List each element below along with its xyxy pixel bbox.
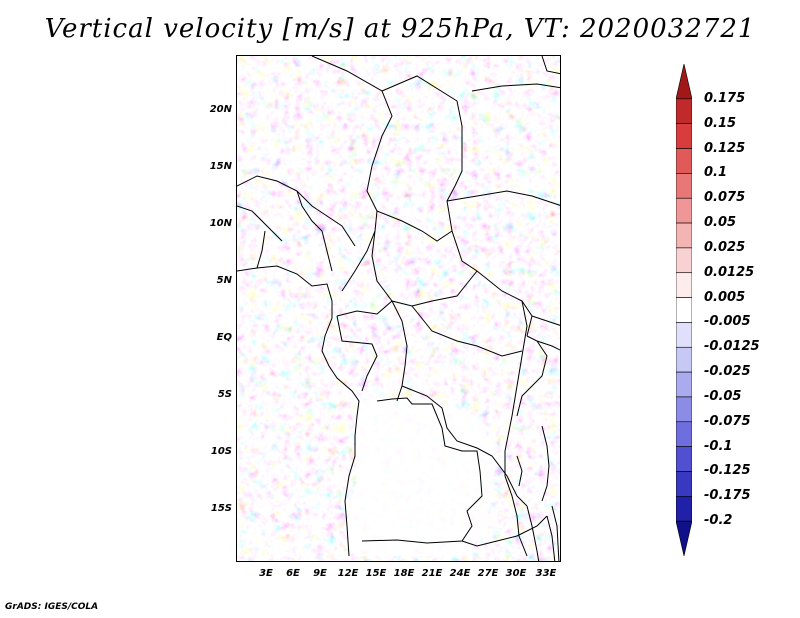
colorbar-segment — [676, 123, 692, 149]
map-panel — [236, 55, 561, 562]
longitude-label: 3E — [259, 568, 273, 579]
map-title: Vertical velocity [m/s] at 925hPa, VT: 2… — [44, 14, 756, 44]
colorbar-segment — [676, 148, 692, 174]
colorbar-segment — [676, 371, 692, 398]
latitude-label: 15S — [210, 503, 232, 514]
longitude-label: 18E — [393, 568, 415, 579]
longitude-label: 6E — [286, 568, 300, 579]
colorbar-segment — [676, 272, 692, 298]
colorbar-label: 0.175 — [704, 90, 746, 106]
colorbar-label: -0.175 — [704, 488, 751, 504]
longitude-label: 27E — [477, 568, 499, 579]
colorbar — [676, 64, 692, 556]
latitude-label: 15N — [209, 161, 232, 172]
grads-credit: GrADS: IGES/COLA — [5, 602, 99, 612]
longitude-label: 15E — [365, 568, 387, 579]
colorbar-segment — [676, 446, 692, 472]
longitude-label: 21E — [421, 568, 443, 579]
colorbar-segment — [676, 520, 692, 556]
longitude-label: 24E — [449, 568, 471, 579]
colorbar-label: -0.075 — [704, 413, 751, 429]
colorbar-segment — [676, 222, 692, 249]
colorbar-label: -0.2 — [704, 513, 733, 529]
colorbar-segment — [676, 496, 692, 522]
latitude-label: 5N — [216, 275, 232, 286]
colorbar-segment — [676, 98, 692, 124]
longitude-label: 12E — [337, 568, 359, 579]
latitude-label: 10N — [209, 218, 232, 229]
country-borders — [237, 56, 560, 561]
colorbar-label: 0.075 — [704, 190, 746, 206]
colorbar-label: 0.05 — [704, 215, 737, 231]
colorbar-label: -0.125 — [704, 463, 751, 479]
colorbar-segment — [676, 247, 692, 274]
latitude-label: 20N — [209, 104, 232, 115]
colorbar-label: 0.005 — [704, 289, 746, 305]
colorbar-segment — [676, 322, 692, 348]
colorbar-label: -0.025 — [704, 364, 751, 380]
longitude-label: 9E — [313, 568, 327, 579]
longitude-label: 30E — [505, 568, 527, 579]
calm-region — [347, 396, 497, 556]
velocity-field-map — [237, 56, 560, 561]
colorbar-segment — [676, 396, 692, 423]
colorbar-segment — [676, 346, 692, 373]
colorbar-segment — [676, 173, 692, 199]
colorbar-segment — [676, 297, 692, 323]
longitude-label: 33E — [535, 568, 557, 579]
latitude-label: 5S — [217, 389, 232, 400]
colorbar-label: 0.0125 — [704, 264, 755, 280]
colorbar-label: 0.125 — [704, 140, 746, 156]
colorbar-segment — [676, 471, 692, 497]
colorbar-label: 0.1 — [704, 165, 728, 181]
latitude-label: 10S — [210, 446, 232, 457]
colorbar-label: -0.05 — [704, 388, 742, 404]
colorbar-segment — [676, 421, 692, 447]
colorbar-segment — [676, 64, 692, 100]
colorbar-segment — [676, 197, 692, 224]
colorbar-label: -0.0125 — [704, 339, 760, 355]
latitude-label: EQ — [216, 332, 232, 343]
colorbar-label: -0.005 — [704, 314, 751, 330]
colorbar-label: -0.1 — [704, 438, 733, 454]
colorbar-label: 0.025 — [704, 239, 746, 255]
colorbar-label: 0.15 — [704, 115, 737, 131]
